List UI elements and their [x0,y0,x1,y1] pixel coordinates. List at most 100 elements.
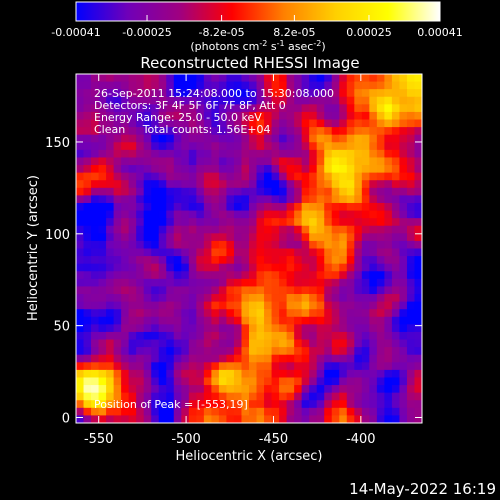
heatmap-cell [309,362,318,371]
heatmap-cell [203,104,212,113]
heatmap-cell [316,369,325,379]
heatmap-cell [151,339,160,348]
heatmap-cell [256,301,265,310]
heatmap-cell [294,415,303,423]
heatmap-cell [91,157,100,166]
heatmap-cell [181,142,190,151]
heatmap-cell [271,369,280,379]
heatmap-cell [241,407,250,417]
heatmap-cell [181,187,190,196]
heatmap-cell [354,324,363,333]
heatmap-cell [203,127,212,136]
colorbar-ticks: -0.00041 -0.00025 -8.2e-05 8.2e-05 0.00025 0.… [51,15,463,39]
heatmap-cell [271,134,280,143]
heatmap-cell [294,316,303,325]
heatmap-cell [406,134,416,143]
heatmap-cell [173,165,182,174]
heatmap-cell [203,354,212,363]
heatmap-cell [391,149,401,159]
heatmap-cell [181,218,190,227]
heatmap-cell [279,225,288,234]
heatmap-cell [271,278,280,288]
heatmap-cell [256,347,265,356]
heatmap-cell [361,362,370,371]
heatmap-cell [324,324,333,333]
heatmap-cell [249,233,258,242]
heatmap-cell [399,392,408,401]
heatmap-cell [121,119,130,128]
heatmap-cell [316,347,325,356]
heatmap-cell [143,233,152,242]
heatmap-cell [376,286,385,295]
heatmap-cell [309,202,318,212]
heatmap-cell [271,385,280,394]
heatmap-cell [91,165,100,174]
heatmap-cell [128,248,137,257]
heatmap-cell [279,331,288,341]
heatmap-cell [406,218,416,227]
heatmap-cell [264,369,273,379]
heatmap-cell [226,354,235,363]
heatmap-cell [316,202,325,212]
heatmap-cell [301,74,310,83]
heatmap-cell [376,119,385,128]
heatmap-cell [91,142,100,151]
heatmap-cell [279,202,288,212]
heatmap-cell [196,187,205,196]
heatmap-cell [233,331,243,341]
heatmap-cell [241,263,250,272]
heatmap-cell [384,134,393,143]
heatmap-cell [173,415,182,423]
heatmap-cell [136,104,145,113]
heatmap-cell [391,96,401,105]
heatmap-cell [324,127,333,136]
heatmap-cell [339,96,348,105]
heatmap-cell [399,385,408,394]
heatmap-cell [113,385,122,394]
heatmap-cell [256,89,265,98]
heatmap-cell [233,240,243,250]
heatmap-cell [354,256,363,265]
heatmap-cell [106,339,115,348]
heatmap-cell [346,271,355,280]
heatmap-cell [151,316,160,325]
heatmap-cell [286,256,295,265]
heatmap-cell [151,294,160,303]
heatmap-cell [286,362,295,371]
heatmap-cell [399,263,408,272]
heatmap-cell [158,74,167,83]
heatmap-cell [264,407,273,417]
heatmap-cell [286,385,295,394]
heatmap-cell [294,233,303,242]
heatmap-cell [241,104,250,113]
heatmap-cell [203,225,212,234]
heatmap-cell [354,301,363,310]
heatmap-cell [279,165,288,174]
heatmap-cell [414,89,422,98]
heatmap-cell [188,111,197,121]
heatmap-cell [121,248,130,257]
heatmap-cell [173,142,182,151]
heatmap-cell [384,142,393,151]
heatmap-cell [309,180,318,189]
heatmap-cell [173,385,182,394]
heatmap-cell [384,377,393,386]
heatmap-cell [158,187,167,196]
heatmap-cell [158,369,167,379]
heatmap-cell [151,195,160,204]
heatmap-cell [113,400,122,409]
heatmap-cell [113,248,122,257]
heatmap-cell [136,240,145,250]
heatmap-cell [136,127,145,136]
heatmap-cell [188,142,197,151]
heatmap-cell [391,369,401,379]
heatmap-cell [294,347,303,356]
heatmap-cell [76,354,85,363]
heatmap-cell [106,324,115,333]
heatmap-cell [331,286,340,295]
heatmap-cell [83,127,92,136]
heatmap-cell [384,354,393,363]
heatmap-cell [136,324,145,333]
heatmap-cell [399,134,408,143]
heatmap-cell [256,256,265,265]
